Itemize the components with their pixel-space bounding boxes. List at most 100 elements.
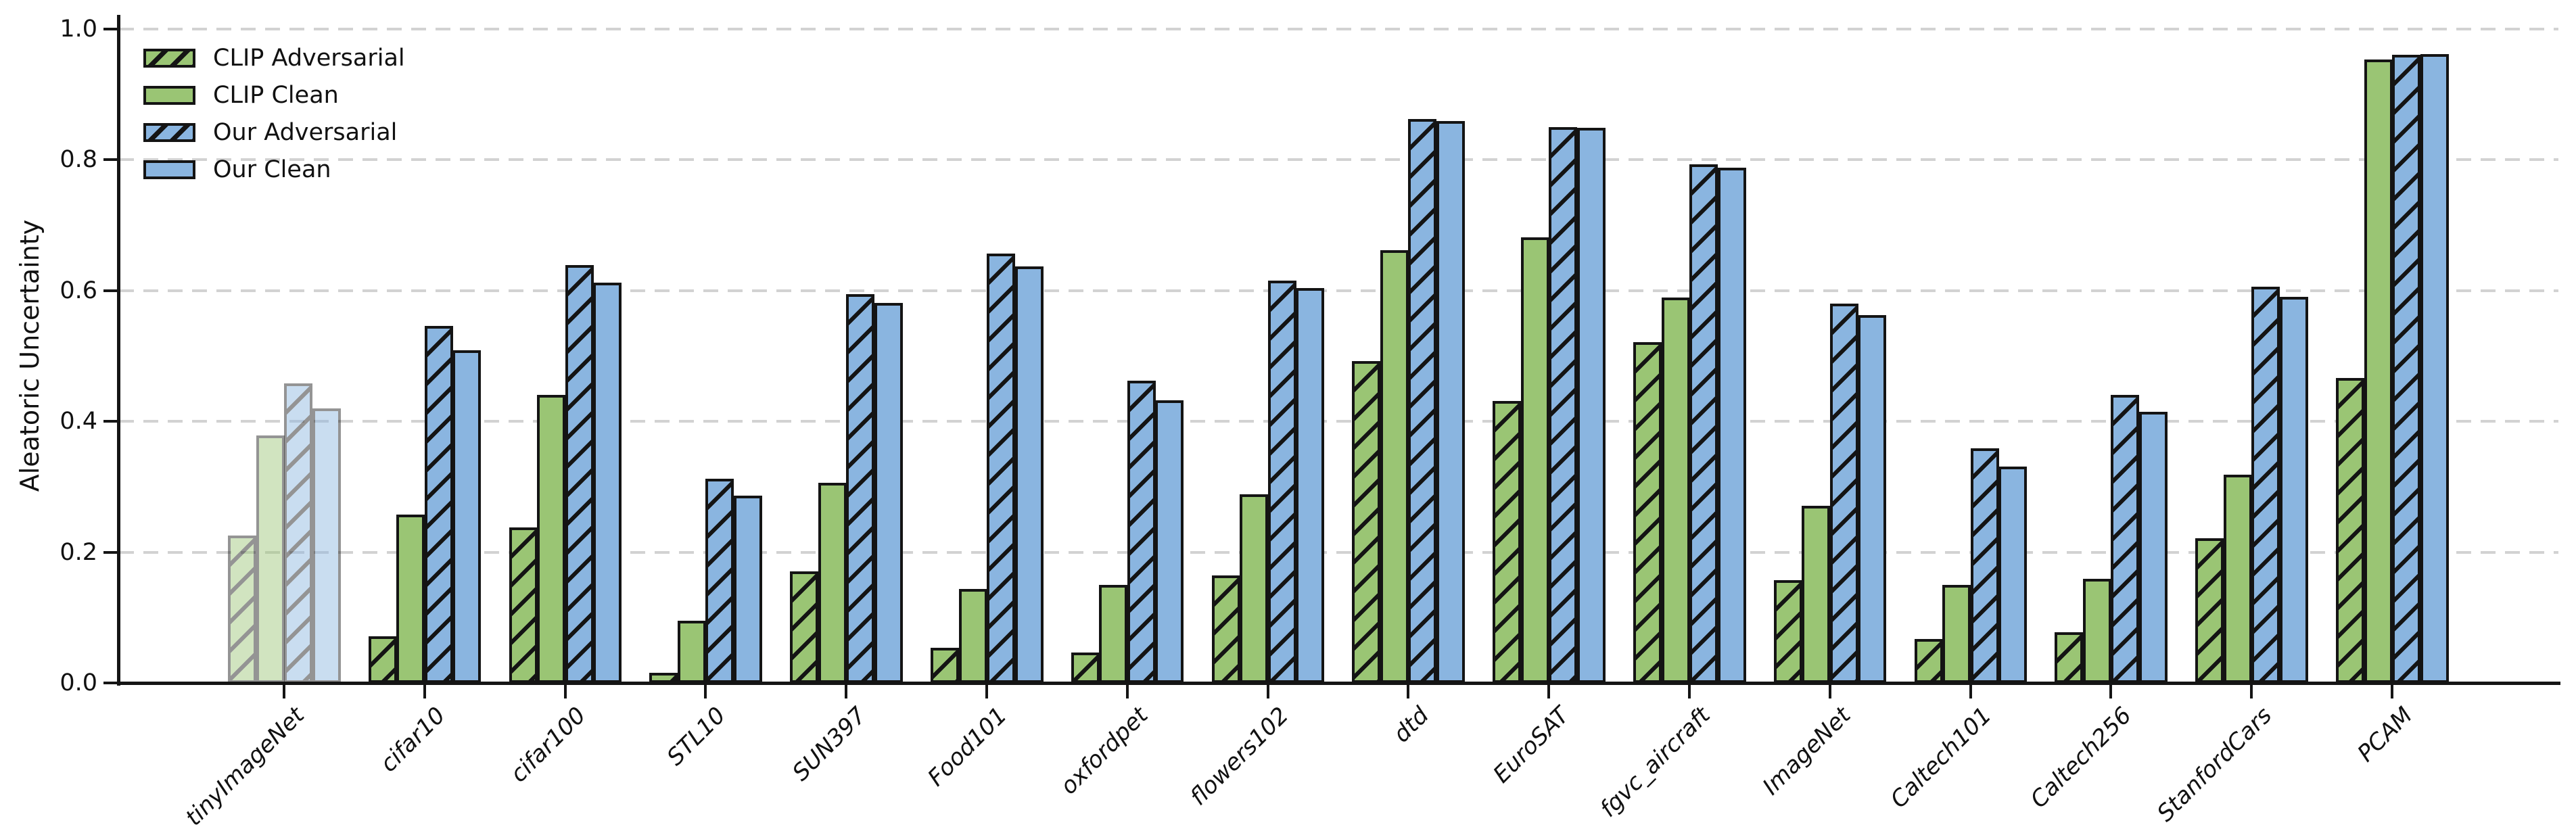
x-tick-label-Caltech256: Caltech256 <box>2025 702 2137 814</box>
gridline-0.6 <box>119 289 2558 292</box>
bar-our-clean-cifar10 <box>452 350 481 683</box>
legend-swatch-hatched-8ab5e0 <box>143 122 195 142</box>
x-tick-STL10 <box>704 685 707 698</box>
x-tick-label-STL10: STL10 <box>662 702 732 772</box>
x-tick-label-oxfordpet: oxfordpet <box>1055 702 1154 801</box>
legend-label: Our Clean <box>213 156 331 183</box>
y-tick-0.6 <box>103 289 117 292</box>
x-tick-label-Food101: Food101 <box>922 702 1013 792</box>
bar-clip-clean-ImageNet <box>1802 506 1830 683</box>
bar-our-clean-ImageNet <box>1858 315 1886 683</box>
x-tick-label-cifar10: cifar10 <box>375 702 451 778</box>
bar-our-adversarial-fgvc_aircraft <box>1689 164 1718 683</box>
gridline-1.0 <box>119 28 2558 30</box>
x-tick-label-flowers102: flowers102 <box>1184 702 1294 811</box>
bar-clip-adversarial-SUN397 <box>790 571 818 683</box>
gridline-0.8 <box>119 158 2558 162</box>
bar-clip-clean-PCAM <box>2364 60 2393 683</box>
x-tick-label-ImageNet: ImageNet <box>1757 702 1856 801</box>
bar-our-adversarial-STL10 <box>705 479 734 683</box>
bar-clip-adversarial-cifar100 <box>509 527 538 683</box>
x-tick-label-cifar100: cifar100 <box>505 702 592 788</box>
bar-clip-clean-StanfordCars <box>2224 475 2252 683</box>
bar-our-adversarial-PCAM <box>2392 55 2420 683</box>
x-tick-Caltech101 <box>1969 685 1972 698</box>
bar-clip-adversarial-fgvc_aircraft <box>1633 342 1662 683</box>
x-tick-label-Caltech101: Caltech101 <box>1885 702 1997 814</box>
x-tick-ImageNet <box>1829 685 1831 698</box>
bar-clip-clean-Caltech101 <box>1942 585 1971 683</box>
legend-swatch-solid-9ac574 <box>143 85 195 105</box>
bar-our-adversarial-Caltech256 <box>2111 395 2139 683</box>
y-tick-label-0.4: 0.4 <box>60 408 97 435</box>
legend-row-clip-clean: CLIP Clean <box>143 76 405 114</box>
bar-our-adversarial-Caltech101 <box>1971 448 1999 683</box>
bar-our-clean-tinyImageNet <box>312 408 341 683</box>
gridline-0.4 <box>119 420 2558 423</box>
x-tick-oxfordpet <box>1126 685 1129 698</box>
bar-clip-adversarial-STL10 <box>649 673 678 683</box>
legend-label: CLIP Adversarial <box>213 44 405 72</box>
x-tick-PCAM <box>2391 685 2393 698</box>
bar-clip-adversarial-Food101 <box>931 648 959 683</box>
y-tick-label-0.2: 0.2 <box>60 538 97 566</box>
bar-our-adversarial-SUN397 <box>846 294 874 683</box>
bar-clip-clean-SUN397 <box>818 483 847 683</box>
x-tick-fgvc_aircraft <box>1688 685 1691 698</box>
x-tick-label-dtd: dtd <box>1388 702 1434 749</box>
bar-our-clean-Caltech101 <box>1998 467 2027 683</box>
y-tick-label-1.0: 1.0 <box>60 16 97 43</box>
x-tick-Caltech256 <box>2109 685 2112 698</box>
x-tick-cifar10 <box>423 685 426 698</box>
y-axis-label: Aleatoric Uncertainty <box>15 219 45 492</box>
left-spine <box>117 15 120 686</box>
x-tick-Food101 <box>985 685 988 698</box>
bar-clip-clean-Food101 <box>959 589 987 683</box>
y-tick-1.0 <box>103 28 117 30</box>
x-tick-EuroSAT <box>1547 685 1550 698</box>
bar-our-clean-EuroSAT <box>1577 128 1606 683</box>
bar-our-adversarial-flowers102 <box>1268 281 1296 683</box>
bar-our-clean-oxfordpet <box>1155 400 1184 683</box>
bar-our-adversarial-EuroSAT <box>1549 127 1577 683</box>
bar-clip-adversarial-StanfordCars <box>2195 538 2224 683</box>
bar-clip-adversarial-tinyImageNet <box>228 536 256 683</box>
bar-our-adversarial-dtd <box>1408 119 1436 683</box>
bar-clip-clean-tinyImageNet <box>256 435 285 683</box>
bar-clip-clean-cifar10 <box>396 515 425 683</box>
legend-label: CLIP Clean <box>213 81 339 109</box>
bar-our-adversarial-cifar10 <box>425 326 453 683</box>
bar-clip-adversarial-oxfordpet <box>1071 653 1100 683</box>
bottom-spine <box>117 682 2560 685</box>
y-tick-label-0.6: 0.6 <box>60 277 97 304</box>
x-tick-tinyImageNet <box>283 685 285 698</box>
bar-our-clean-STL10 <box>734 496 762 683</box>
x-tick-cifar100 <box>564 685 567 698</box>
bar-our-clean-Food101 <box>1015 266 1044 683</box>
x-tick-label-StanfordCars: StanfordCars <box>2152 702 2278 828</box>
x-tick-label-PCAM: PCAM <box>2352 702 2418 767</box>
bar-our-clean-dtd <box>1436 121 1465 683</box>
bar-clip-adversarial-EuroSAT <box>1493 401 1521 683</box>
bar-clip-clean-fgvc_aircraft <box>1662 298 1690 683</box>
x-tick-dtd <box>1407 685 1409 698</box>
y-tick-label-0.8: 0.8 <box>60 146 97 174</box>
legend-row-our-clean: Our Clean <box>143 151 405 188</box>
x-tick-label-tinyImageNet: tinyImageNet <box>180 702 310 829</box>
legend-row-our-adversarial: Our Adversarial <box>143 114 405 151</box>
x-tick-flowers102 <box>1267 685 1269 698</box>
legend-swatch-solid-8ab5e0 <box>143 160 195 179</box>
x-tick-label-EuroSAT: EuroSAT <box>1488 702 1575 788</box>
y-tick-label-0.0: 0.0 <box>60 669 97 696</box>
bar-our-adversarial-Food101 <box>987 254 1015 683</box>
x-tick-StanfordCars <box>2250 685 2253 698</box>
bar-clip-clean-flowers102 <box>1240 494 1268 683</box>
bar-our-clean-cifar100 <box>593 283 622 683</box>
bar-our-adversarial-tinyImageNet <box>284 383 312 683</box>
bar-clip-adversarial-cifar10 <box>369 636 397 683</box>
bar-clip-clean-oxfordpet <box>1099 585 1127 683</box>
bar-clip-clean-cifar100 <box>537 395 565 683</box>
bar-clip-adversarial-Caltech101 <box>1915 639 1943 683</box>
legend: CLIP Adversarial CLIP Clean Our Adversaria… <box>143 39 405 188</box>
